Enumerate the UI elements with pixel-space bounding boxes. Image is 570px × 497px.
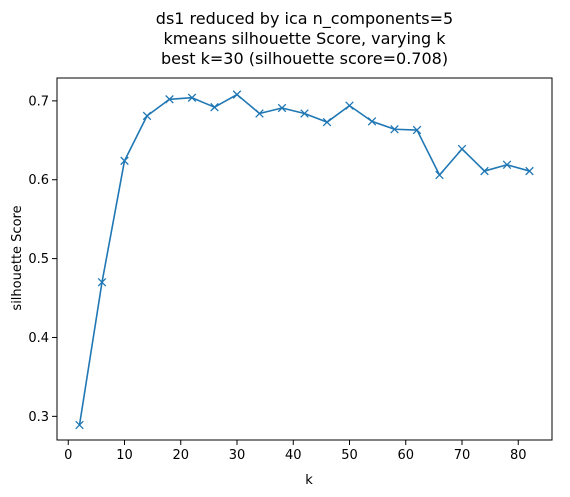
y-axis: 0.3 0.4 0.5 0.6 0.7 bbox=[28, 94, 57, 425]
chart-title-line: ds1 reduced by ica n_components=5 bbox=[156, 9, 453, 29]
data-point-marker bbox=[457, 144, 467, 154]
y-axis-label: silhouette Score bbox=[10, 205, 25, 310]
data-point-marker bbox=[345, 101, 354, 110]
data-point-marker bbox=[435, 170, 444, 180]
data-point-marker bbox=[187, 93, 197, 102]
data-point-marker bbox=[390, 125, 399, 134]
data-point-marker bbox=[300, 109, 309, 118]
x-tick-label: 70 bbox=[454, 448, 471, 463]
y-tick-label: 0.5 bbox=[28, 252, 49, 267]
x-axis: 0 10 20 30 40 50 60 70 80 bbox=[64, 440, 527, 463]
chart-title-line: best k=30 (silhouette score=0.708) bbox=[161, 49, 448, 68]
data-point-marker bbox=[97, 278, 107, 287]
chart-title: ds1 reduced by ica n_components=5kmeans … bbox=[156, 9, 453, 68]
data-point-marker bbox=[255, 109, 264, 118]
chart-title-line: kmeans silhouette Score, varying k bbox=[163, 29, 446, 48]
data-point-marker bbox=[120, 156, 129, 166]
data-point-marker bbox=[525, 166, 534, 176]
data-point-marker bbox=[367, 117, 377, 126]
data-point-marker bbox=[210, 102, 219, 112]
data-point-marker bbox=[142, 111, 152, 121]
x-tick-label: 10 bbox=[116, 448, 133, 463]
x-tick-label: 50 bbox=[341, 448, 358, 463]
y-tick-label: 0.4 bbox=[28, 331, 49, 346]
data-point-marker bbox=[502, 160, 512, 170]
x-tick-label: 0 bbox=[64, 448, 72, 463]
data-point-marker bbox=[412, 125, 422, 135]
series-line bbox=[78, 93, 530, 426]
x-axis-label: k bbox=[305, 473, 313, 488]
y-tick-label: 0.7 bbox=[28, 94, 49, 109]
y-tick-label: 0.3 bbox=[28, 410, 49, 425]
x-tick-label: 40 bbox=[285, 448, 302, 463]
x-tick-label: 80 bbox=[510, 448, 527, 463]
data-point-marker bbox=[232, 90, 242, 99]
data-point-marker bbox=[480, 166, 489, 176]
data-point-marker bbox=[322, 117, 332, 127]
y-tick-label: 0.6 bbox=[28, 173, 49, 188]
plot-area bbox=[56, 77, 553, 441]
data-point-marker bbox=[165, 95, 174, 104]
x-tick-label: 60 bbox=[397, 448, 414, 463]
plot-frame bbox=[56, 77, 553, 441]
x-tick-label: 30 bbox=[229, 448, 246, 463]
data-point-marker bbox=[75, 420, 84, 430]
x-tick-label: 20 bbox=[172, 448, 189, 463]
data-point-marker bbox=[277, 103, 287, 113]
